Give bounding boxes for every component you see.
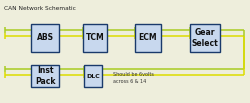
Text: Inst
Pack: Inst Pack	[35, 66, 55, 86]
Text: CAN Network Schematic: CAN Network Schematic	[4, 6, 76, 11]
Bar	[190, 24, 220, 52]
Text: ECM: ECM	[139, 33, 157, 43]
Text: TCM: TCM	[86, 33, 104, 43]
Text: Should be 6volts
across 6 & 14: Should be 6volts across 6 & 14	[113, 72, 154, 84]
Bar	[83, 24, 107, 52]
Bar	[84, 65, 102, 87]
Bar	[135, 24, 161, 52]
Text: ABS: ABS	[36, 33, 54, 43]
Text: DLC: DLC	[86, 74, 100, 78]
Text: Gear
Select: Gear Select	[192, 28, 218, 48]
Bar	[31, 65, 59, 87]
Bar	[31, 24, 59, 52]
